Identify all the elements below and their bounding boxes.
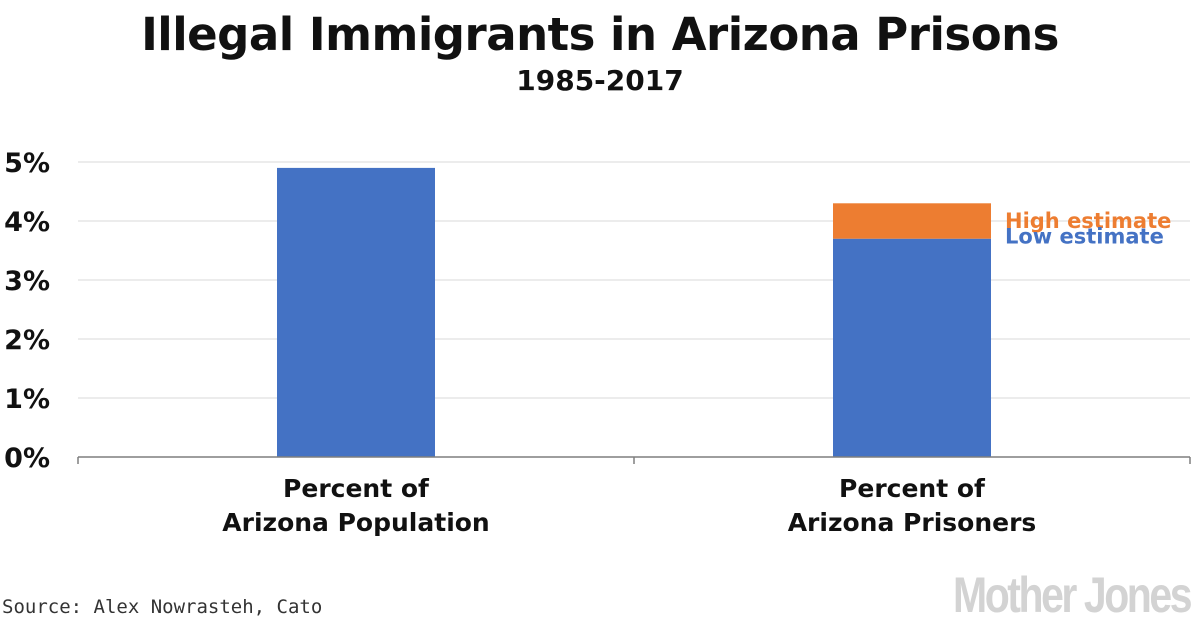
bar-high-estimate [833,203,991,239]
legend-high-estimate: High estimate [1005,209,1171,233]
gridlines [78,161,1190,399]
category-labels: Percent of Arizona Population Percent of Ar… [222,474,1036,537]
category-label: Arizona Population [222,508,489,537]
category-label: Percent of [839,474,986,503]
category-label: Percent of [283,474,430,503]
bar-low-estimate [277,167,435,457]
y-tick-label: 3% [4,266,50,297]
y-tick-label: 2% [4,325,50,356]
chart-title: Illegal Immigrants in Arizona Prisons [141,8,1059,61]
chart-subtitle: 1985-2017 [516,64,684,97]
legend-low-estimate: Low estimate [1005,225,1164,249]
bar-low-estimate [833,238,991,457]
bars [277,167,991,457]
category-label: Arizona Prisoners [788,508,1037,537]
y-tick-label: 0% [4,443,50,474]
y-tick-label: 4% [4,207,50,238]
y-tick-label: 1% [4,384,50,415]
y-axis-ticks: 0% 1% 2% 3% 4% 5% [4,148,50,474]
x-axis [77,456,1191,464]
y-tick-label: 5% [4,148,50,179]
publisher-logo: Mother Jones [952,567,1192,623]
source-note: Source: Alex Nowrasteh, Cato [2,596,323,618]
